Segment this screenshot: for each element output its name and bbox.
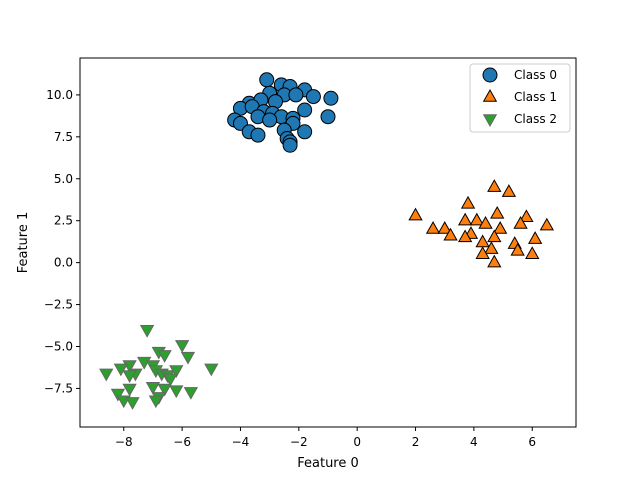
- data-point: [99, 368, 114, 382]
- data-point: [174, 340, 190, 353]
- data-point: [425, 221, 441, 234]
- data-point: [297, 102, 313, 118]
- data-point: [180, 351, 196, 365]
- series-class-1: [408, 179, 554, 268]
- data-point: [148, 395, 164, 409]
- data-point: [282, 137, 298, 153]
- data-point: [510, 242, 525, 256]
- legend-label: Class 0: [514, 68, 557, 82]
- data-point: [122, 370, 137, 384]
- x-tick-label: −4: [232, 435, 250, 449]
- data-point: [320, 109, 336, 125]
- legend: Class 0 Class 1 Class 2: [469, 63, 571, 133]
- data-point: [527, 231, 543, 244]
- data-point: [145, 382, 161, 395]
- series-class-2: [99, 325, 219, 410]
- x-axis: −8 −6 −4 −2 0 2 4 6: [115, 427, 536, 449]
- y-axis: −7.5 −5.0 −2.5 0.0 2.5 5.0 7.5 10.0: [44, 88, 80, 395]
- series-class-0: [227, 72, 339, 153]
- data-point: [487, 229, 502, 243]
- data-point: [125, 397, 140, 410]
- data-point: [113, 363, 129, 377]
- data-point: [443, 227, 458, 241]
- data-point: [139, 325, 155, 338]
- y-tick-label: 0.0: [54, 256, 73, 270]
- x-tick-label: −8: [115, 435, 133, 449]
- data-point: [157, 350, 172, 363]
- data-point: [250, 127, 266, 143]
- y-tick-label: 10.0: [46, 88, 73, 102]
- x-axis-label: Feature 0: [297, 456, 359, 471]
- legend-label: Class 2: [514, 112, 557, 126]
- data-point: [460, 195, 476, 209]
- y-tick-label: 5.0: [54, 172, 73, 186]
- y-tick-label: 2.5: [54, 214, 73, 228]
- y-tick-label: −2.5: [44, 298, 73, 312]
- y-axis-label: Feature 1: [16, 212, 31, 274]
- data-point: [487, 179, 502, 192]
- data-point: [122, 383, 137, 397]
- data-point: [457, 229, 473, 243]
- legend-marker: [482, 114, 498, 128]
- x-tick-label: 4: [470, 435, 478, 449]
- x-tick-label: 2: [412, 435, 420, 449]
- data-point: [478, 216, 493, 229]
- data-point: [288, 87, 304, 103]
- y-tick-label: −7.5: [44, 381, 73, 395]
- data-point: [259, 72, 275, 88]
- data-point: [469, 212, 484, 226]
- data-point: [305, 89, 321, 105]
- data-point: [204, 363, 219, 377]
- data-point: [169, 385, 184, 399]
- legend-label: Class 1: [514, 90, 557, 104]
- data-point: [323, 90, 339, 106]
- data-point: [475, 246, 490, 259]
- x-tick-label: −2: [290, 435, 308, 449]
- data-point: [457, 212, 473, 226]
- chart-marks: [99, 72, 554, 410]
- data-point: [110, 388, 126, 402]
- data-point: [501, 184, 517, 197]
- data-point: [519, 209, 534, 223]
- data-point: [163, 373, 178, 387]
- data-point: [157, 383, 172, 397]
- data-point: [539, 217, 554, 231]
- x-tick-label: −6: [173, 435, 191, 449]
- x-tick-label: 6: [528, 435, 536, 449]
- y-tick-label: −5.0: [44, 339, 73, 353]
- data-point: [262, 112, 278, 128]
- y-tick-label: 7.5: [54, 130, 73, 144]
- legend-marker: [482, 67, 498, 83]
- data-point: [492, 221, 508, 234]
- plot-frame: [79, 57, 577, 428]
- data-point: [525, 246, 540, 259]
- data-point: [408, 207, 423, 221]
- x-tick-label: 0: [353, 435, 361, 449]
- data-point: [183, 387, 199, 400]
- data-point: [487, 254, 502, 268]
- data-point: [297, 124, 313, 140]
- data-point: [437, 221, 452, 234]
- data-point: [513, 216, 528, 229]
- legend-marker: [482, 88, 498, 102]
- data-point: [490, 205, 505, 219]
- data-point: [484, 241, 499, 254]
